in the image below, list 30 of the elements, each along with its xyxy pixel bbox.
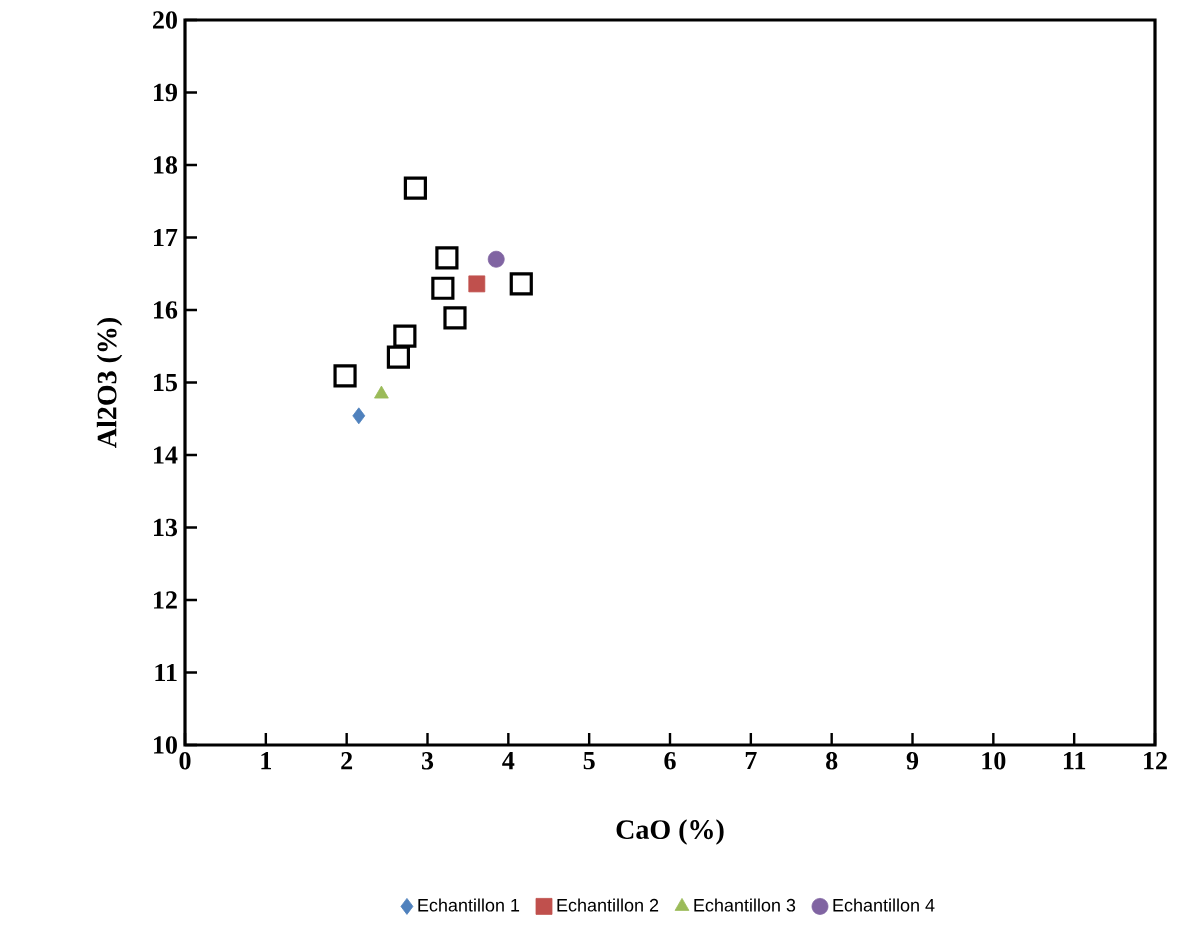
x-tick-label: 7 [745,752,757,770]
x-tick-label: 5 [583,752,595,770]
y-tick-label: 14 [154,446,178,464]
y-axis-title: Al2O3 (%) [96,318,123,448]
y-tick-label: 10 [154,736,177,754]
x-tick-label: 2 [341,752,353,770]
y-tick-label: 11 [155,663,177,682]
y-tick-label: 15 [154,373,177,392]
x-tick-label: 1 [261,752,271,770]
x-tick-label: 4 [502,752,515,770]
x-tick-label: 10 [982,752,1006,770]
x-axis-title: CaO (%) [616,819,724,845]
y-tick-label: 19 [154,83,178,102]
x-tick-label: 12 [1144,752,1167,770]
x-tick-label: 9 [906,752,919,770]
x-tick-label: 8 [826,752,838,770]
y-tick-label: 12 [154,591,177,609]
x-tick-label: 11 [1063,752,1086,770]
x-tick-label: 3 [421,752,434,770]
y-tick-label: 13 [154,518,178,537]
y-tick-label: 17 [154,228,178,247]
x-tick-label: 6 [664,752,676,770]
x-tick-label: 0 [179,752,191,770]
legend-label: Echantillon 4 [833,898,935,912]
legend-label: Echantillon 2 [557,898,659,912]
y-tick-label: 16 [154,301,178,319]
y-tick-label: 20 [153,11,177,29]
legend-label: Echantillon 1 [418,898,520,912]
legend-label: Echantillon 3 [694,898,796,912]
y-tick-label: 18 [154,156,178,174]
